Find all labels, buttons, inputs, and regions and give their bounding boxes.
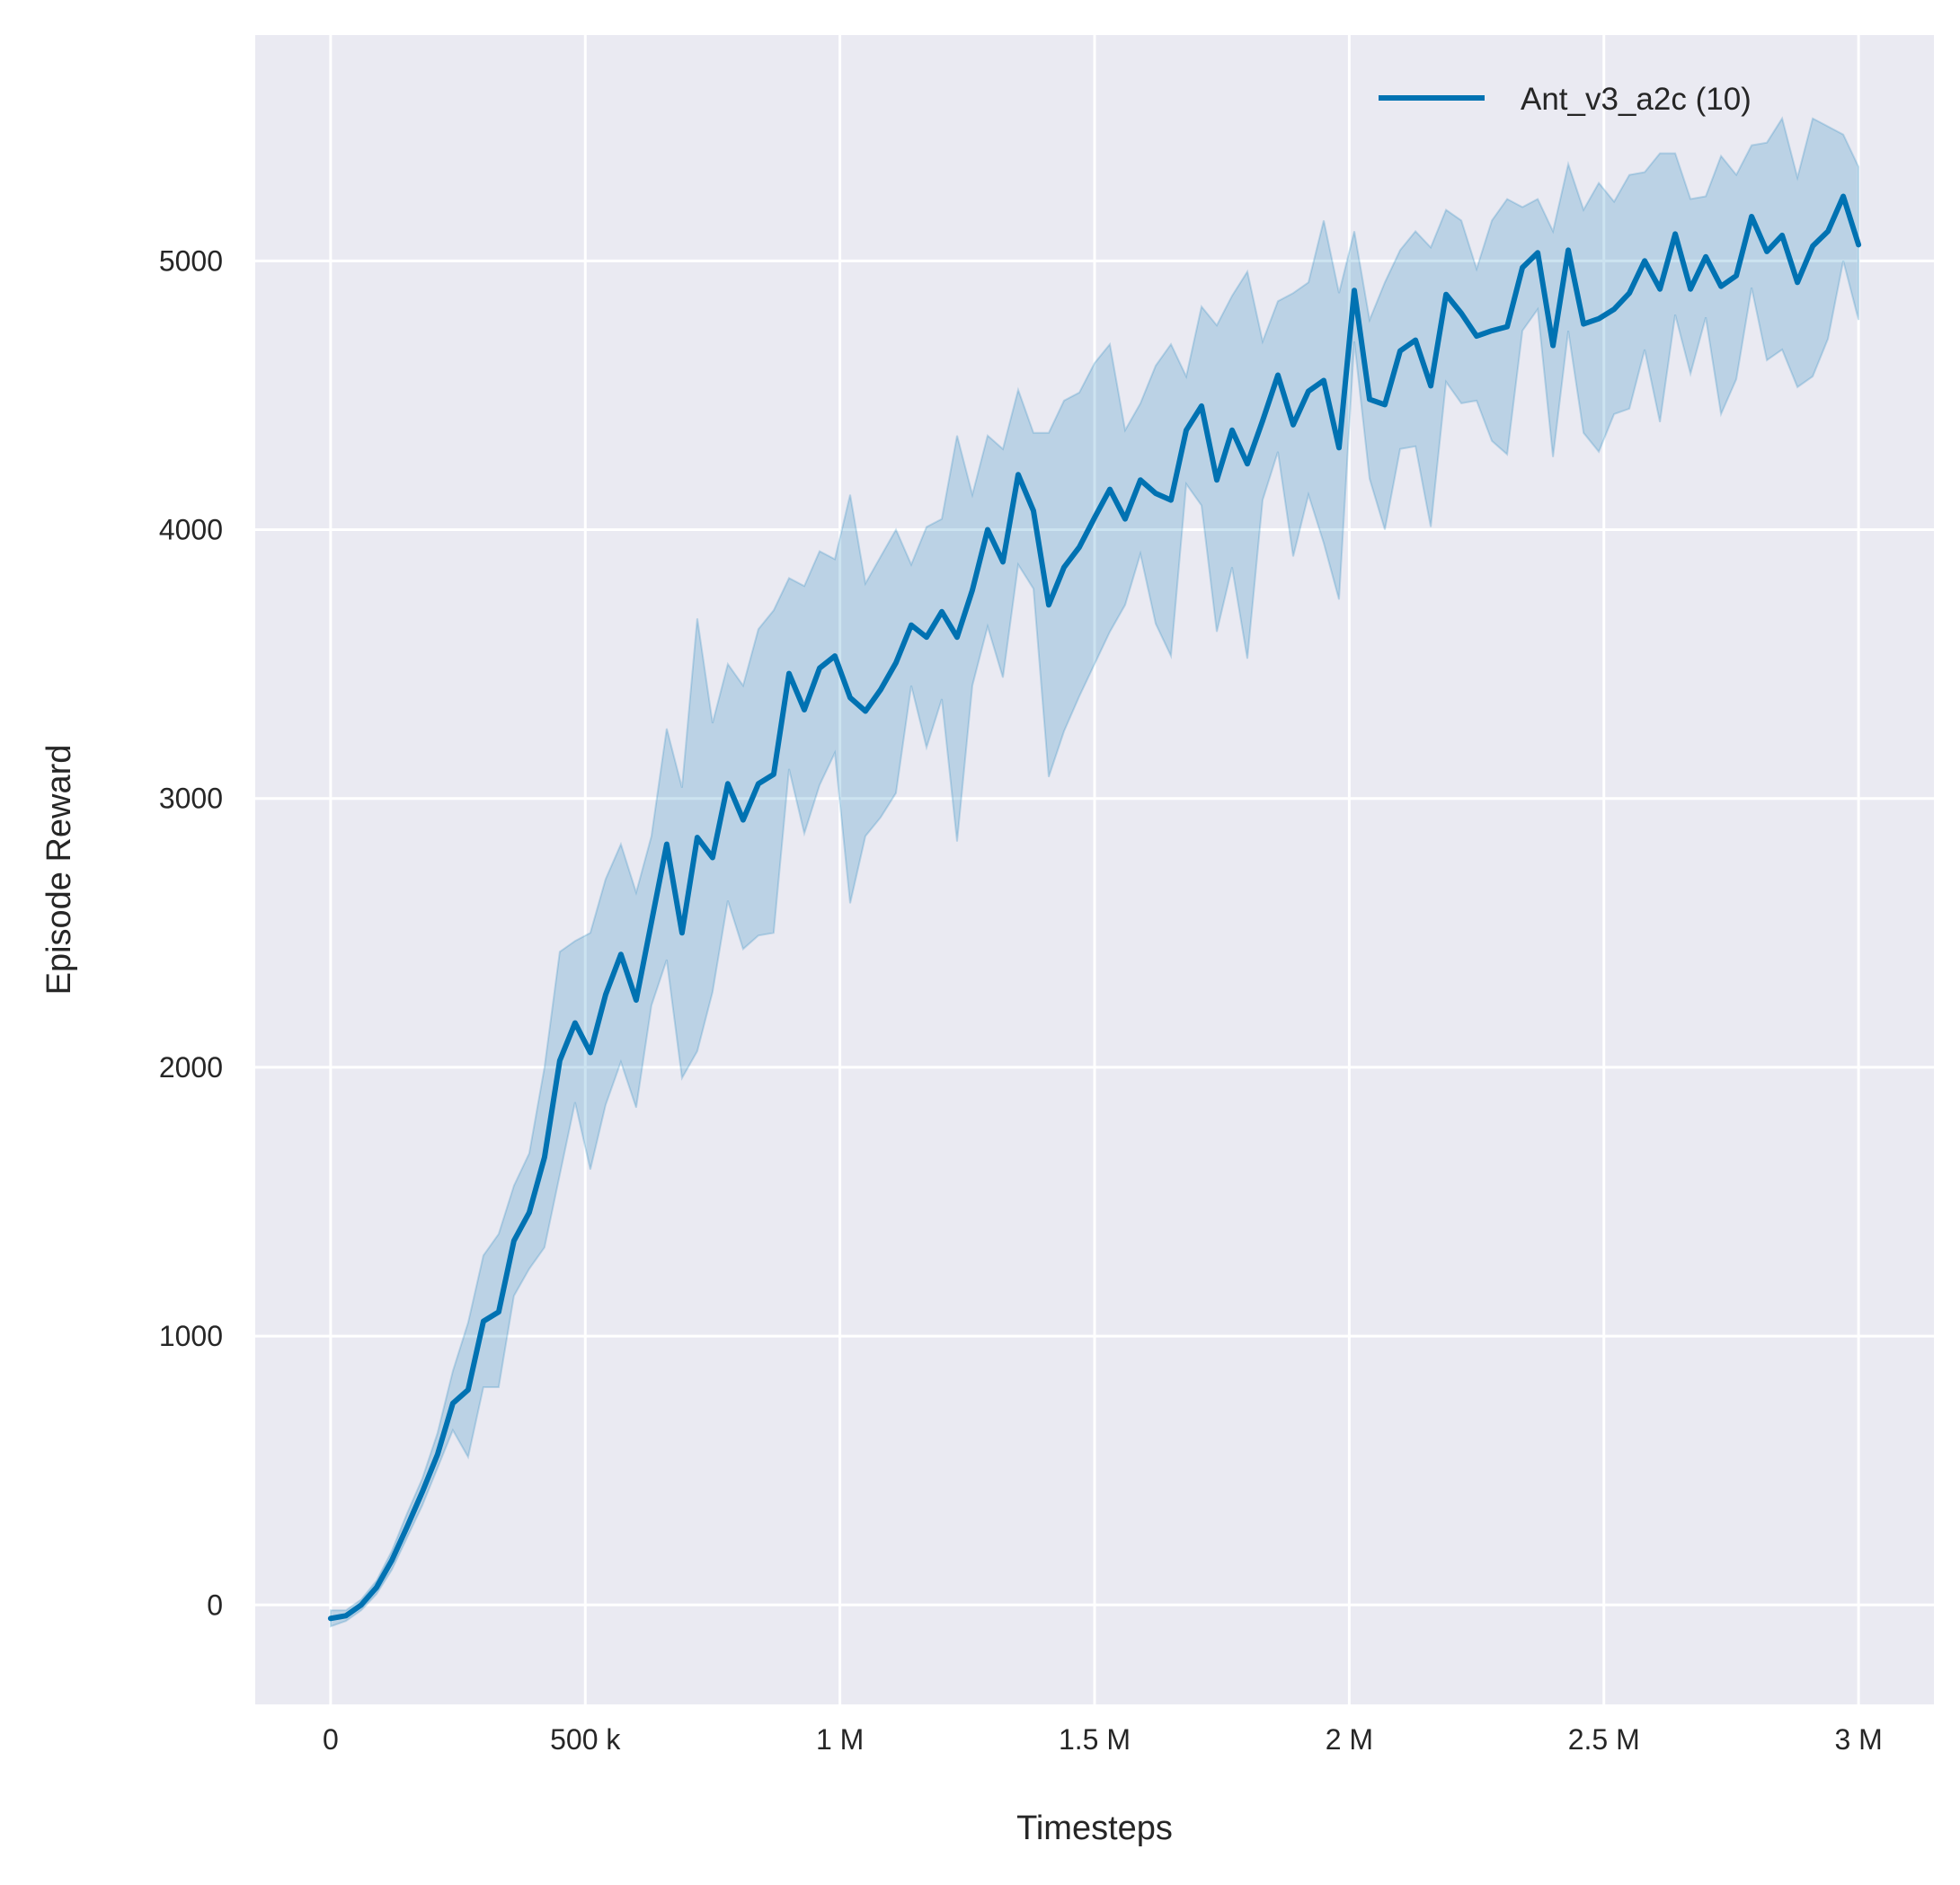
x-tick-label: 2 M — [1326, 1723, 1373, 1756]
legend: Ant_v3_a2c (10) — [1379, 82, 1752, 117]
x-tick-label: 0 — [323, 1723, 339, 1756]
y-tick-label: 2000 — [159, 1051, 223, 1084]
y-tick-label: 5000 — [159, 244, 223, 277]
x-tick-label: 1.5 M — [1059, 1723, 1131, 1756]
y-tick-label: 0 — [207, 1589, 223, 1621]
x-tick-label: 3 M — [1834, 1723, 1882, 1756]
y-tick-label: 4000 — [159, 514, 223, 546]
series-lines — [327, 193, 1862, 1622]
y-tick-labels: 0 1000 2000 3000 4000 5000 — [159, 244, 223, 1621]
grid-lines — [255, 35, 1934, 1704]
y-axis-label: Episode Reward — [40, 745, 78, 996]
x-tick-label: 500 k — [550, 1723, 621, 1756]
x-tick-label: 2.5 M — [1568, 1723, 1640, 1756]
y-tick-label: 3000 — [159, 783, 223, 815]
legend-label: Ant_v3_a2c (10) — [1521, 82, 1752, 117]
x-tick-labels: 0 500 k 1 M 1.5 M 2 M 2.5 M 3 M — [323, 1723, 1883, 1756]
x-tick-label: 1 M — [816, 1723, 864, 1756]
confidence-band — [329, 116, 1860, 1628]
confidence-band-group — [329, 116, 1860, 1628]
x-axis-label: Timesteps — [1016, 1810, 1173, 1847]
y-tick-label: 1000 — [159, 1320, 223, 1352]
